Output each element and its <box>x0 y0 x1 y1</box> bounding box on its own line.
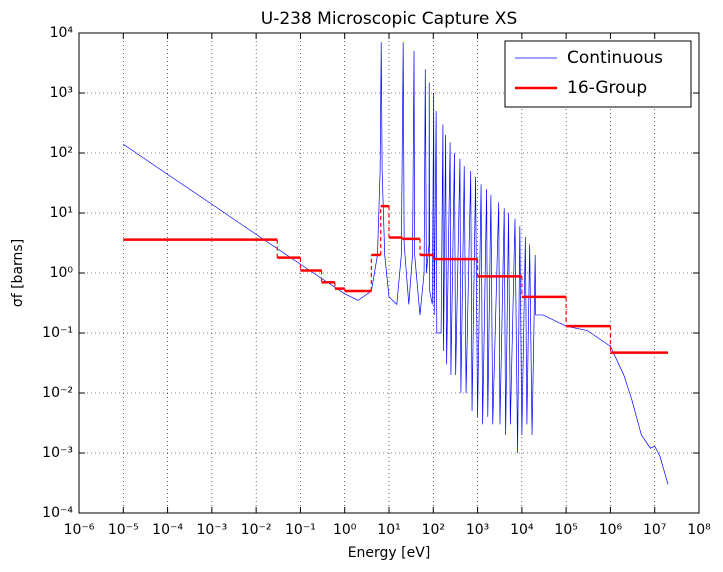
y-tick-label: 10² <box>50 145 73 161</box>
x-tick-label: 10⁴ <box>510 522 534 538</box>
x-tick-label: 10⁻³ <box>196 522 227 538</box>
x-tick-label: 10³ <box>466 522 489 538</box>
y-tick-label: 10⁻² <box>42 385 73 401</box>
y-tick-label: 10⁻¹ <box>42 325 73 341</box>
y-tick-label: 10¹ <box>50 205 73 221</box>
x-tick-label: 10⁻⁴ <box>152 522 183 538</box>
x-tick-label: 10⁵ <box>554 522 577 538</box>
x-tick-label: 10¹ <box>377 522 400 538</box>
x-tick-label: 10⁻² <box>241 522 272 538</box>
x-axis-label: Energy [eV] <box>348 545 431 561</box>
plot-frame <box>78 32 700 514</box>
plot-area <box>123 42 669 485</box>
x-tick-label: 10⁻⁵ <box>108 522 139 538</box>
x-tick-label: 10⁷ <box>643 522 666 538</box>
x-tick-label: 10⁰ <box>333 522 357 538</box>
legend-label: 16-Group <box>567 78 647 98</box>
y-tick-label: 10⁻³ <box>42 445 73 461</box>
y-tick-label: 10⁻⁴ <box>42 505 73 521</box>
chart-title: U-238 Microscopic Capture XS <box>261 9 518 29</box>
legend-label: Continuous <box>567 48 663 68</box>
x-tick-label: 10⁸ <box>687 522 711 538</box>
x-tick-label: 10⁻¹ <box>285 522 316 538</box>
x-tick-label: 10⁶ <box>599 522 623 538</box>
y-tick-label: 10⁴ <box>50 25 74 41</box>
continuous-line <box>123 42 669 485</box>
x-tick-label: 10⁻⁶ <box>64 522 95 538</box>
y-tick-label: 10⁰ <box>50 265 74 281</box>
y-axis-label: σf [barns] <box>10 239 26 307</box>
y-tick-label: 10³ <box>50 85 73 101</box>
legend-box <box>504 40 692 108</box>
x-tick-label: 10² <box>422 522 445 538</box>
